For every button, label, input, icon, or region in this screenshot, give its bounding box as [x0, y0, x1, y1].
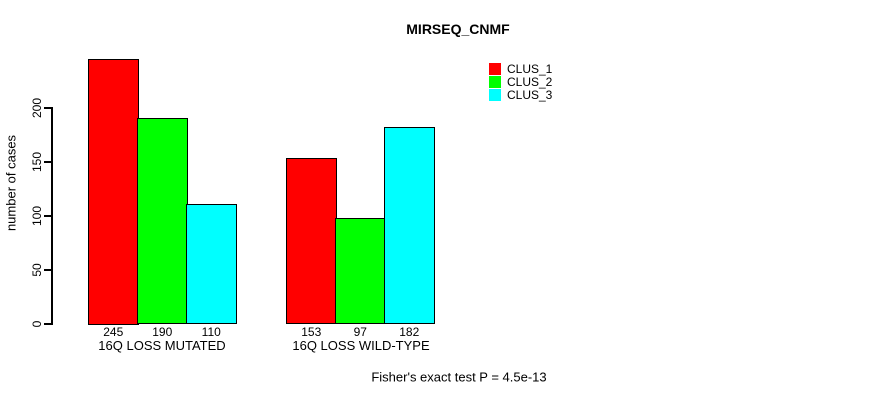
y-axis-tick: [44, 106, 51, 109]
bar-value-label: 97: [353, 325, 367, 339]
bar-clus_2-group1: [137, 118, 188, 325]
y-axis-tick: [44, 160, 51, 163]
legend-item: CLUS_3: [489, 87, 553, 102]
legend-color-swatch-icon: [489, 75, 501, 88]
y-axis-tick-label: 50: [30, 262, 44, 277]
chart-title: MIRSEQ_CNMF: [406, 21, 510, 37]
bar-clus_1-group1: [88, 59, 139, 325]
category-label: 16Q LOSS MUTATED: [98, 338, 226, 353]
legend-item: CLUS_2: [489, 74, 553, 89]
bar-clus_2-group2: [335, 218, 386, 325]
category-label: 16Q LOSS WILD-TYPE: [292, 338, 430, 353]
bar-clus_1-group2: [286, 158, 337, 325]
y-axis-tick-label: 150: [30, 151, 44, 172]
legend: CLUS_1 CLUS_2 CLUS_3: [489, 61, 553, 102]
bar-value-label: 182: [399, 325, 420, 339]
legend-item: CLUS_1: [489, 61, 553, 76]
y-axis-tick-label: 0: [30, 320, 44, 327]
y-axis-tick-label: 100: [30, 205, 44, 226]
y-axis-tick: [44, 214, 51, 217]
bar-value-label: 245: [103, 325, 124, 339]
y-axis-label: number of cases: [3, 134, 19, 232]
y-axis-line: [51, 107, 53, 325]
legend-color-swatch-icon: [489, 62, 501, 75]
bar-clus_3-group1: [186, 204, 237, 325]
bar-clus_3-group2: [384, 126, 435, 325]
legend-label: CLUS_2: [507, 74, 553, 89]
bar-value-label: 153: [301, 325, 322, 339]
pvalue-annotation: Fisher's exact test P = 4.5e-13: [371, 369, 547, 385]
legend-label: CLUS_1: [507, 61, 553, 76]
bar-value-label: 190: [152, 325, 173, 339]
bar-value-label: 110: [201, 325, 221, 339]
y-axis-tick-label: 200: [30, 97, 44, 118]
legend-color-swatch-icon: [489, 88, 501, 101]
y-axis-tick: [44, 268, 51, 271]
legend-label: CLUS_3: [507, 87, 553, 102]
y-axis-tick: [44, 322, 51, 325]
